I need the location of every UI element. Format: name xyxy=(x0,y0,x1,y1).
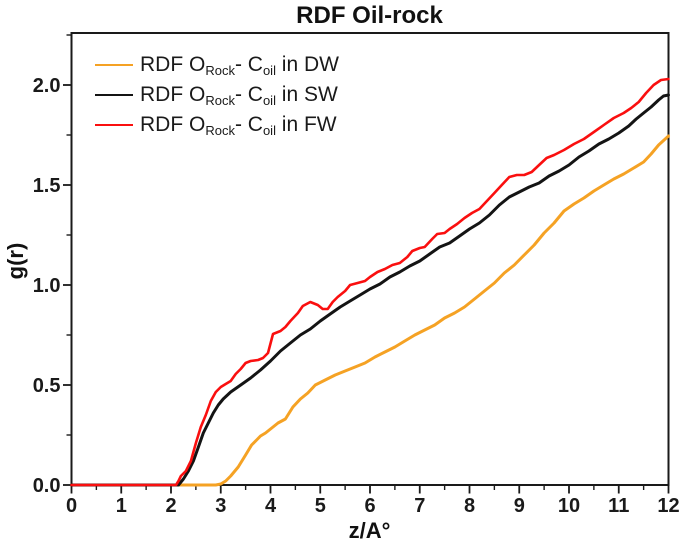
x-tick-label: 6 xyxy=(364,495,375,517)
legend-item-sw: RDF ORock- Coil in SW xyxy=(95,80,339,110)
x-tick-label: 12 xyxy=(657,495,679,517)
x-tick-label: 1 xyxy=(116,495,127,517)
x-tick-label: 2 xyxy=(165,495,176,517)
legend-label-sw: RDF ORock- Coil in SW xyxy=(140,83,338,108)
chart-title: RDF Oil-rock xyxy=(296,2,443,29)
x-tick-label: 9 xyxy=(514,495,525,517)
x-tick-label: 10 xyxy=(558,495,580,517)
y-tick-label: 1.0 xyxy=(33,275,61,297)
legend-label-dw: RDF ORock- Coil in DW xyxy=(140,53,339,78)
legend-line-dw-swatch xyxy=(95,63,133,67)
series-line-sw xyxy=(70,93,670,487)
x-tick-label: 4 xyxy=(265,495,277,517)
legend-item-dw: RDF ORock- Coil in DW xyxy=(95,50,339,80)
x-tick-label: 7 xyxy=(414,495,425,517)
legend-item-fw: RDF ORock- Coil in FW xyxy=(95,110,339,140)
y-tick-label: 0.5 xyxy=(33,375,61,397)
y-tick-label: 1.5 xyxy=(33,175,61,197)
y-tick-label: 0.0 xyxy=(33,475,61,497)
y-axis-label: g(r) xyxy=(3,242,28,280)
y-tick-label: 2.0 xyxy=(33,75,61,97)
x-tick-label: 0 xyxy=(66,495,77,517)
x-axis-label: z/A° xyxy=(348,518,391,543)
legend-line-sw-swatch xyxy=(95,93,133,97)
x-tick-label: 8 xyxy=(464,495,475,517)
legend: RDF ORock- Coil in DW RDF ORock- Coil in… xyxy=(95,50,339,140)
series-line-dw xyxy=(70,134,670,487)
x-tick-label: 11 xyxy=(608,495,629,517)
x-tick-label: 5 xyxy=(315,495,326,517)
legend-label-fw: RDF ORock- Coil in FW xyxy=(140,113,337,138)
x-tick-label: 3 xyxy=(215,495,226,517)
legend-line-fw-swatch xyxy=(95,123,133,127)
series-line-fw xyxy=(70,77,670,487)
plot-border xyxy=(70,32,670,486)
